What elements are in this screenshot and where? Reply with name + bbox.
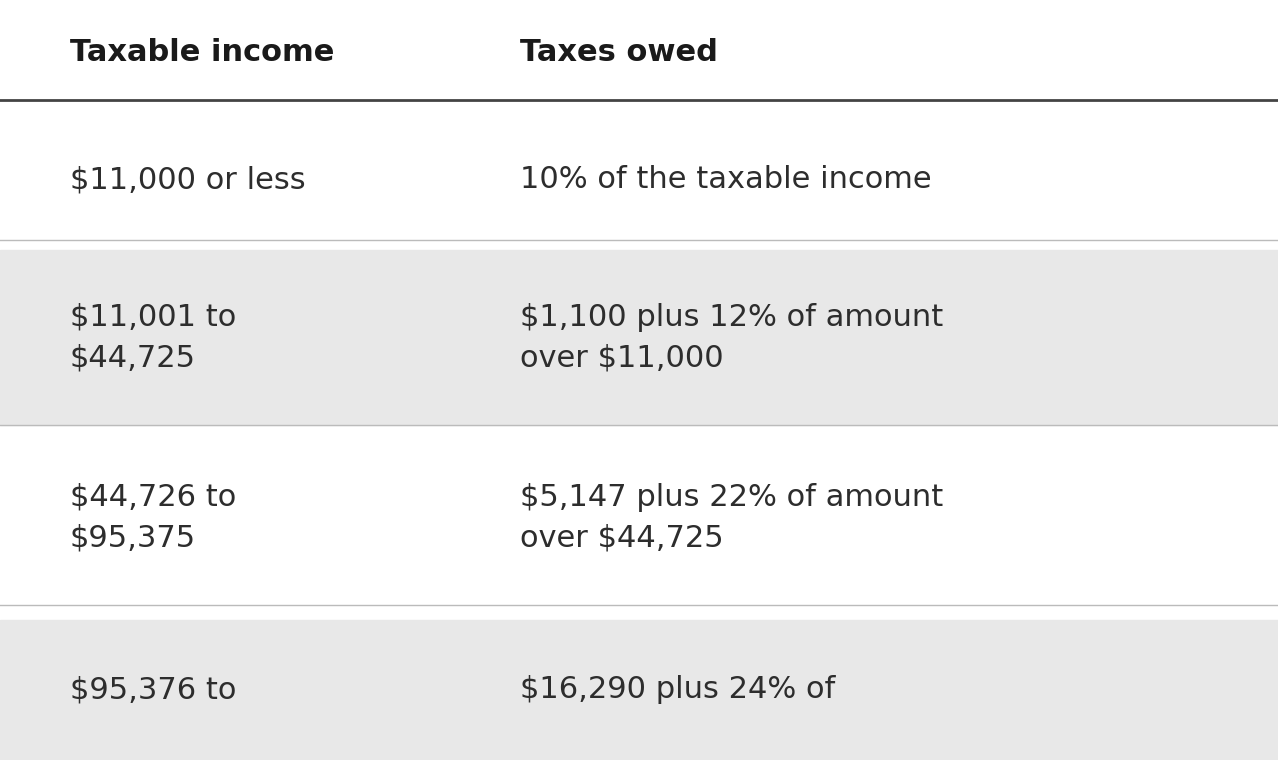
Text: $11,001 to
$44,725: $11,001 to $44,725 xyxy=(70,302,236,372)
Text: Taxable income: Taxable income xyxy=(70,38,335,67)
Bar xyxy=(0,250,1278,425)
Bar xyxy=(0,620,1278,760)
Text: $95,376 to: $95,376 to xyxy=(70,676,236,705)
Text: $44,726 to
$95,375: $44,726 to $95,375 xyxy=(70,483,236,553)
Text: Taxes owed: Taxes owed xyxy=(520,38,718,67)
Text: $16,290 plus 24% of: $16,290 plus 24% of xyxy=(520,676,836,705)
Text: 10% of the taxable income: 10% of the taxable income xyxy=(520,166,932,195)
Text: $1,100 plus 12% of amount
over $11,000: $1,100 plus 12% of amount over $11,000 xyxy=(520,302,943,372)
Text: $5,147 plus 22% of amount
over $44,725: $5,147 plus 22% of amount over $44,725 xyxy=(520,483,943,553)
Text: $11,000 or less: $11,000 or less xyxy=(70,166,305,195)
